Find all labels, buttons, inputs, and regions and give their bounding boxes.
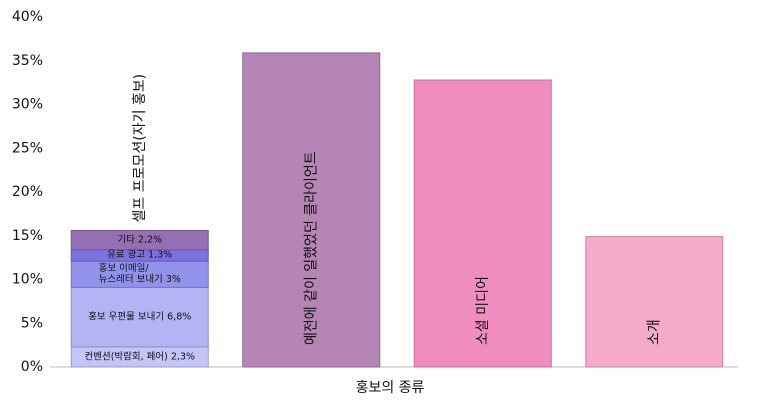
- segment-label: 컨벤션(박람회, 페어) 2,3%: [84, 351, 196, 363]
- segment-label: 기타 2,2%: [117, 234, 163, 246]
- bar: [70, 260, 209, 288]
- bar: [242, 52, 381, 368]
- y-tick-label: 0%: [21, 359, 43, 375]
- category-label: 소셜 미디어: [475, 276, 491, 345]
- y-tick-label: 20%: [12, 184, 43, 200]
- y-tick-label: 30%: [12, 97, 43, 113]
- category-label: 셀프 프로모션(자기 홍보): [132, 74, 148, 223]
- segment-label: 유료 광고 1,3%: [107, 249, 173, 261]
- category-label: 소개: [646, 319, 662, 345]
- bar: [70, 230, 209, 251]
- bar: [585, 236, 724, 368]
- bar: [70, 286, 209, 348]
- segment-label: 홍보 이메일/ 뉴스레터 보내기 3%: [98, 263, 181, 286]
- y-tick-label: 10%: [12, 272, 43, 288]
- y-tick-label: 5%: [21, 315, 43, 331]
- y-tick-label: 35%: [12, 53, 43, 69]
- y-tick-label: 25%: [12, 140, 43, 156]
- bar: [413, 79, 552, 368]
- segment-label: 홍보 우편물 보내기 6,8%: [88, 311, 192, 323]
- y-tick-label: 15%: [12, 228, 43, 244]
- y-tick-label: 40%: [12, 9, 43, 25]
- x-axis-label: 홍보의 종류: [356, 380, 425, 396]
- category-label: 예전에 같이 일했었던 클라이언트: [303, 151, 319, 345]
